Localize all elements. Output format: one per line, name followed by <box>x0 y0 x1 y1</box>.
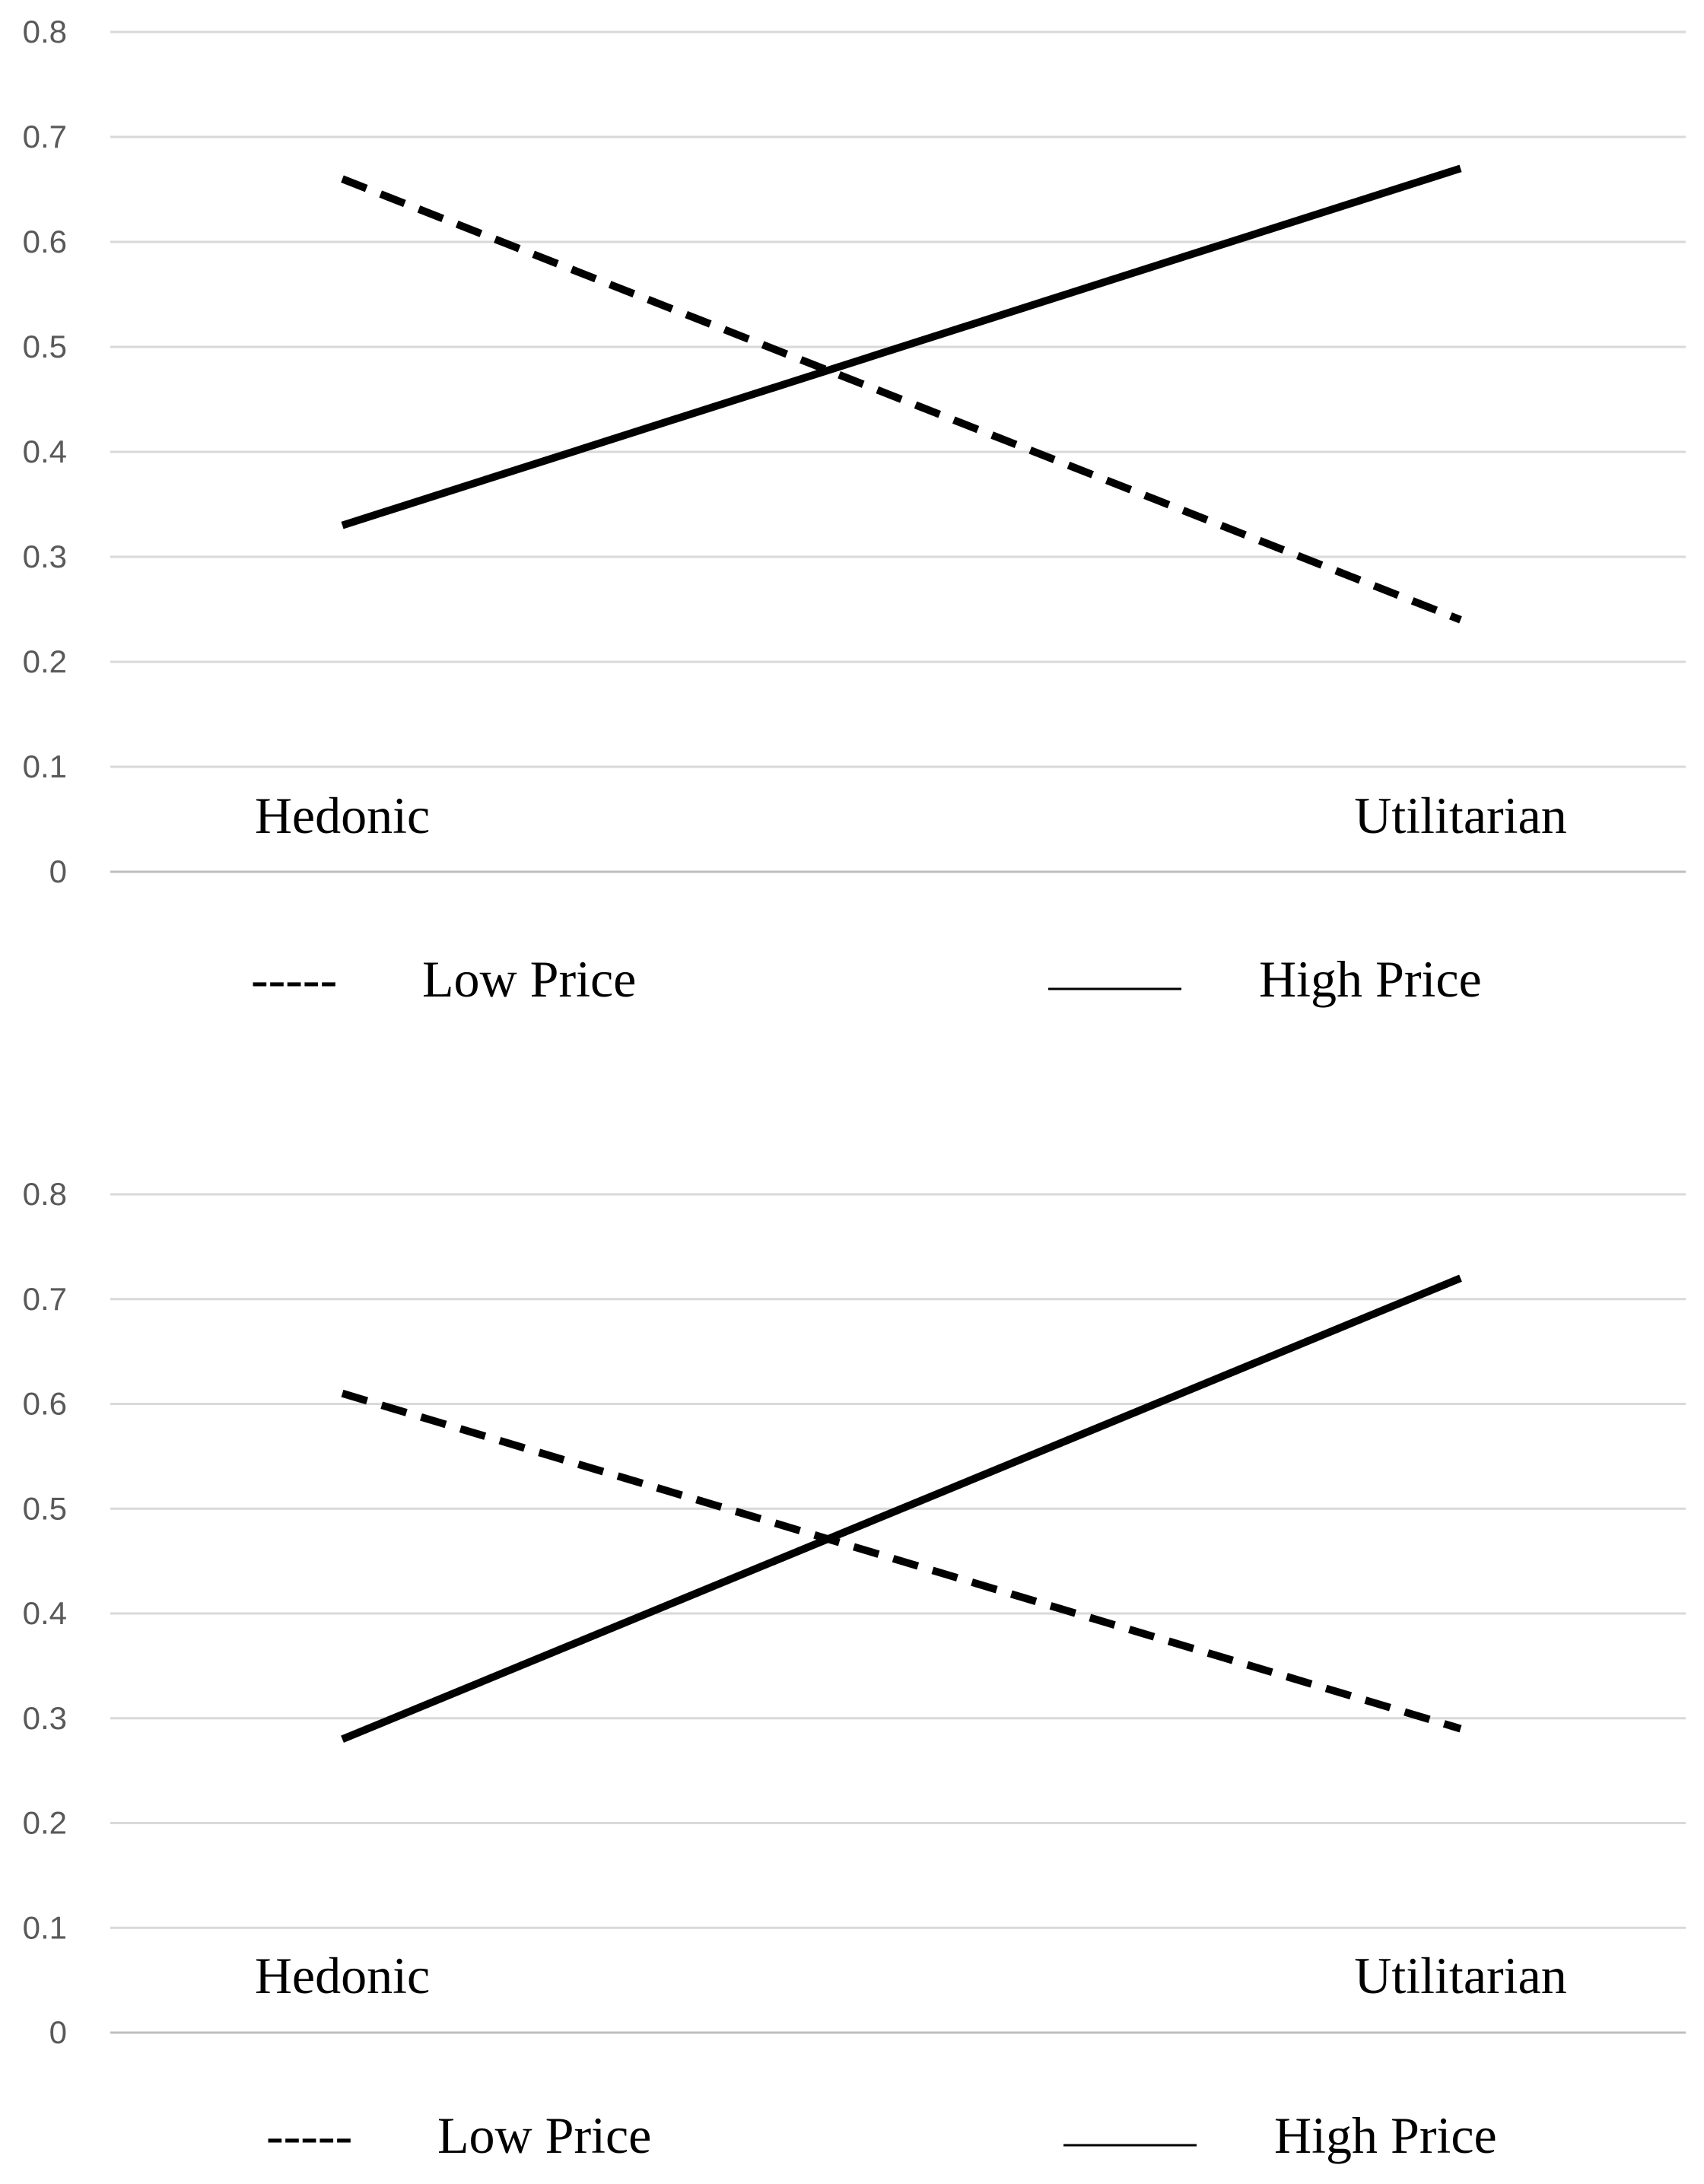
y-tick-label: 0 <box>49 854 67 889</box>
chart-panel-2: 0 0.1 0.2 0.3 0.4 0.5 0.6 0.7 0.8 Hedonic Utilitar… <box>23 1176 1686 2164</box>
legend-glyph: ----- <box>266 2106 352 2164</box>
x-category-label: Hedonic <box>255 1947 430 2004</box>
y-tick-label: 0.3 <box>23 539 67 574</box>
legend-item: High Price <box>1063 2106 1497 2164</box>
legend-item: ----- Low Price <box>251 950 636 1008</box>
y-tick-label: 0.1 <box>23 1909 67 1945</box>
y-tick-label: 0.8 <box>23 1176 67 1212</box>
legend-item: High Price <box>1048 950 1482 1008</box>
y-tick-label: 0.4 <box>23 1595 67 1631</box>
y-tick-label: 0.5 <box>23 1490 67 1526</box>
y-tick-label: 0.6 <box>23 224 67 259</box>
y-tick-label: 0 <box>49 2014 67 2050</box>
y-tick-label: 0.1 <box>23 749 67 784</box>
legend-glyph: ----- <box>251 950 337 1008</box>
y-tick-label: 0.7 <box>23 1281 67 1317</box>
y-tick-label: 0.5 <box>23 329 67 364</box>
legend-label: Low Price <box>437 2106 651 2164</box>
legend-label: Low Price <box>422 950 636 1008</box>
legend-label: High Price <box>1259 950 1482 1008</box>
y-tick-label: 0.8 <box>23 14 67 49</box>
series-line-high-price <box>341 1274 1462 1743</box>
y-tick-label: 0.3 <box>23 1700 67 1736</box>
y-tick-label: 0.6 <box>23 1386 67 1422</box>
y-tick-label: 0.7 <box>23 119 67 154</box>
chart-panel-1: 0 0.1 0.2 0.3 0.4 0.5 0.6 0.7 0.8 Hedonic Utilitar… <box>23 14 1686 1008</box>
series-line-low-price <box>341 175 1462 624</box>
legend-item: ----- Low Price <box>266 2106 651 2164</box>
x-category-label: Utilitarian <box>1354 1947 1566 2004</box>
x-category-label: Hedonic <box>255 787 430 844</box>
y-tick-label: 0.2 <box>23 1805 67 1841</box>
series-line-high-price <box>341 164 1462 529</box>
legend-label: High Price <box>1274 2106 1497 2164</box>
x-category-label: Utilitarian <box>1354 787 1566 844</box>
y-tick-label: 0.4 <box>23 434 67 469</box>
y-tick-label: 0.2 <box>23 644 67 679</box>
series-line-low-price <box>341 1389 1462 1733</box>
